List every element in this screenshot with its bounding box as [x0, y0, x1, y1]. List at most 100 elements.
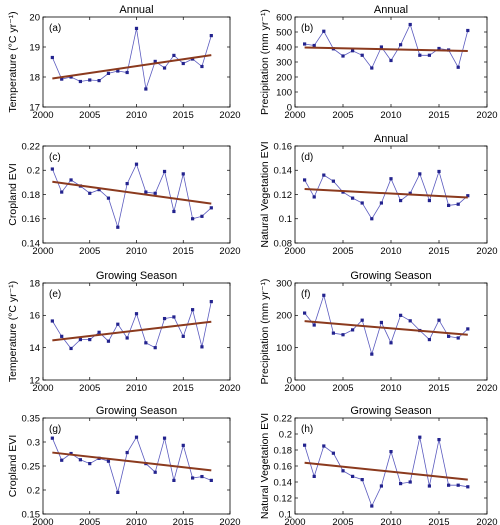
data-point	[116, 225, 120, 229]
data-point	[144, 190, 148, 194]
data-point	[351, 328, 355, 332]
data-point	[427, 53, 431, 57]
x-tick-label: 2010	[380, 383, 401, 394]
data-point	[134, 312, 139, 316]
data-point	[106, 459, 111, 463]
x-tick-label: 2020	[219, 110, 240, 121]
x-tick-label: 2020	[219, 517, 240, 525]
data-point	[322, 444, 326, 448]
x-tick-label: 2015	[173, 246, 194, 257]
chart-panel: 2000 2005 2010 2015 2020 0 100 200 300 400 500 600 (…	[259, 4, 498, 121]
data-point	[209, 299, 213, 304]
data-point	[331, 451, 335, 455]
y-axis-label: Precipitation (mm yr⁻¹)	[259, 279, 271, 385]
data-point	[456, 202, 460, 206]
y-tick-label: 16	[29, 311, 40, 322]
y-tick-label: 19	[29, 42, 40, 53]
y-tick-label: 14	[29, 343, 40, 354]
trend-line	[52, 54, 212, 80]
data-point	[60, 77, 64, 81]
data-point	[78, 79, 82, 84]
data-point	[191, 476, 195, 480]
trend-line	[304, 46, 468, 53]
data-point	[78, 458, 82, 462]
data-point	[97, 188, 101, 192]
data-point	[389, 450, 393, 454]
trend-line	[304, 461, 468, 481]
x-tick-label: 2015	[428, 246, 449, 257]
data-point	[351, 196, 355, 200]
chart-panel: 2000 2005 2010 2015 2020 0.08 0.1 0.12 0.14 0.16 (…	[259, 133, 498, 257]
data-point	[399, 43, 403, 47]
data-point	[209, 206, 213, 210]
data-point	[408, 319, 412, 323]
panel-label: (g)	[49, 424, 61, 435]
data-point	[162, 169, 167, 174]
plot-area	[294, 282, 488, 381]
data-point	[97, 330, 101, 334]
data-point	[466, 28, 470, 33]
y-tick-label: 0.14	[22, 238, 41, 249]
chart-title: Growing Season	[350, 270, 431, 282]
data-point	[191, 57, 195, 61]
data-point	[200, 474, 204, 479]
data-point	[437, 169, 441, 174]
data-point	[116, 490, 120, 494]
x-tick-label: 2010	[126, 517, 147, 525]
x-tick-label: 2010	[126, 383, 147, 394]
y-tick-label: 0	[287, 102, 292, 113]
y-tick-label: 300	[276, 57, 292, 68]
panel-label: (a)	[49, 23, 61, 34]
y-tick-label: 0.15	[22, 509, 41, 520]
data-point	[370, 66, 374, 70]
data-point	[69, 178, 73, 182]
data-point	[427, 484, 431, 488]
y-tick-label: 300	[276, 278, 292, 289]
data-point	[162, 436, 167, 440]
y-tick-label: 0.12	[274, 190, 293, 201]
y-tick-label: 0.16	[274, 141, 293, 152]
chart-title: Growing Season	[350, 405, 431, 417]
trend-line	[52, 451, 212, 472]
plot-area	[42, 16, 231, 108]
x-tick-label: 2015	[173, 517, 194, 525]
chart-title: Annual	[119, 4, 153, 16]
panel-label: (d)	[301, 152, 313, 163]
chart-title: Growing Season	[96, 405, 177, 417]
data-point	[427, 198, 431, 203]
y-tick-label: 0.16	[274, 461, 293, 472]
data-point	[331, 179, 335, 183]
x-tick-label: 2015	[173, 110, 194, 121]
data-point	[312, 474, 316, 478]
data-point	[341, 469, 345, 473]
x-tick-label: 2020	[219, 383, 240, 394]
data-point	[191, 217, 195, 221]
y-tick-label: 0.3	[27, 437, 40, 448]
y-tick-label: 0.18	[274, 445, 293, 456]
y-tick-label: 0.2	[27, 166, 40, 177]
data-point	[331, 331, 335, 335]
data-point	[200, 64, 204, 69]
y-axis-label: Temperature (°C yr⁻¹)	[7, 281, 19, 382]
data-point	[69, 75, 73, 79]
data-point	[200, 345, 204, 349]
data-point	[181, 334, 185, 338]
data-point	[60, 190, 64, 194]
x-tick-label: 2000	[284, 517, 305, 525]
panel-label: (c)	[49, 152, 61, 163]
y-tick-label: 100	[276, 87, 292, 98]
data-point	[360, 478, 364, 482]
chart-panel: 2000 2005 2010 2015 2020 0.1 0.12 0.14 0.16 0.18 0…	[259, 405, 498, 525]
data-point	[153, 59, 157, 63]
data-point	[106, 339, 111, 343]
data-point	[125, 450, 129, 455]
data-point	[466, 327, 470, 331]
data-point	[322, 293, 326, 297]
y-axis-label: Cropland EVI	[7, 163, 19, 225]
data-point	[360, 318, 364, 322]
data-point	[172, 209, 176, 214]
y-tick-label: 0.1	[279, 214, 292, 225]
data-point	[360, 201, 364, 205]
y-tick-label: 0.2	[279, 429, 292, 440]
